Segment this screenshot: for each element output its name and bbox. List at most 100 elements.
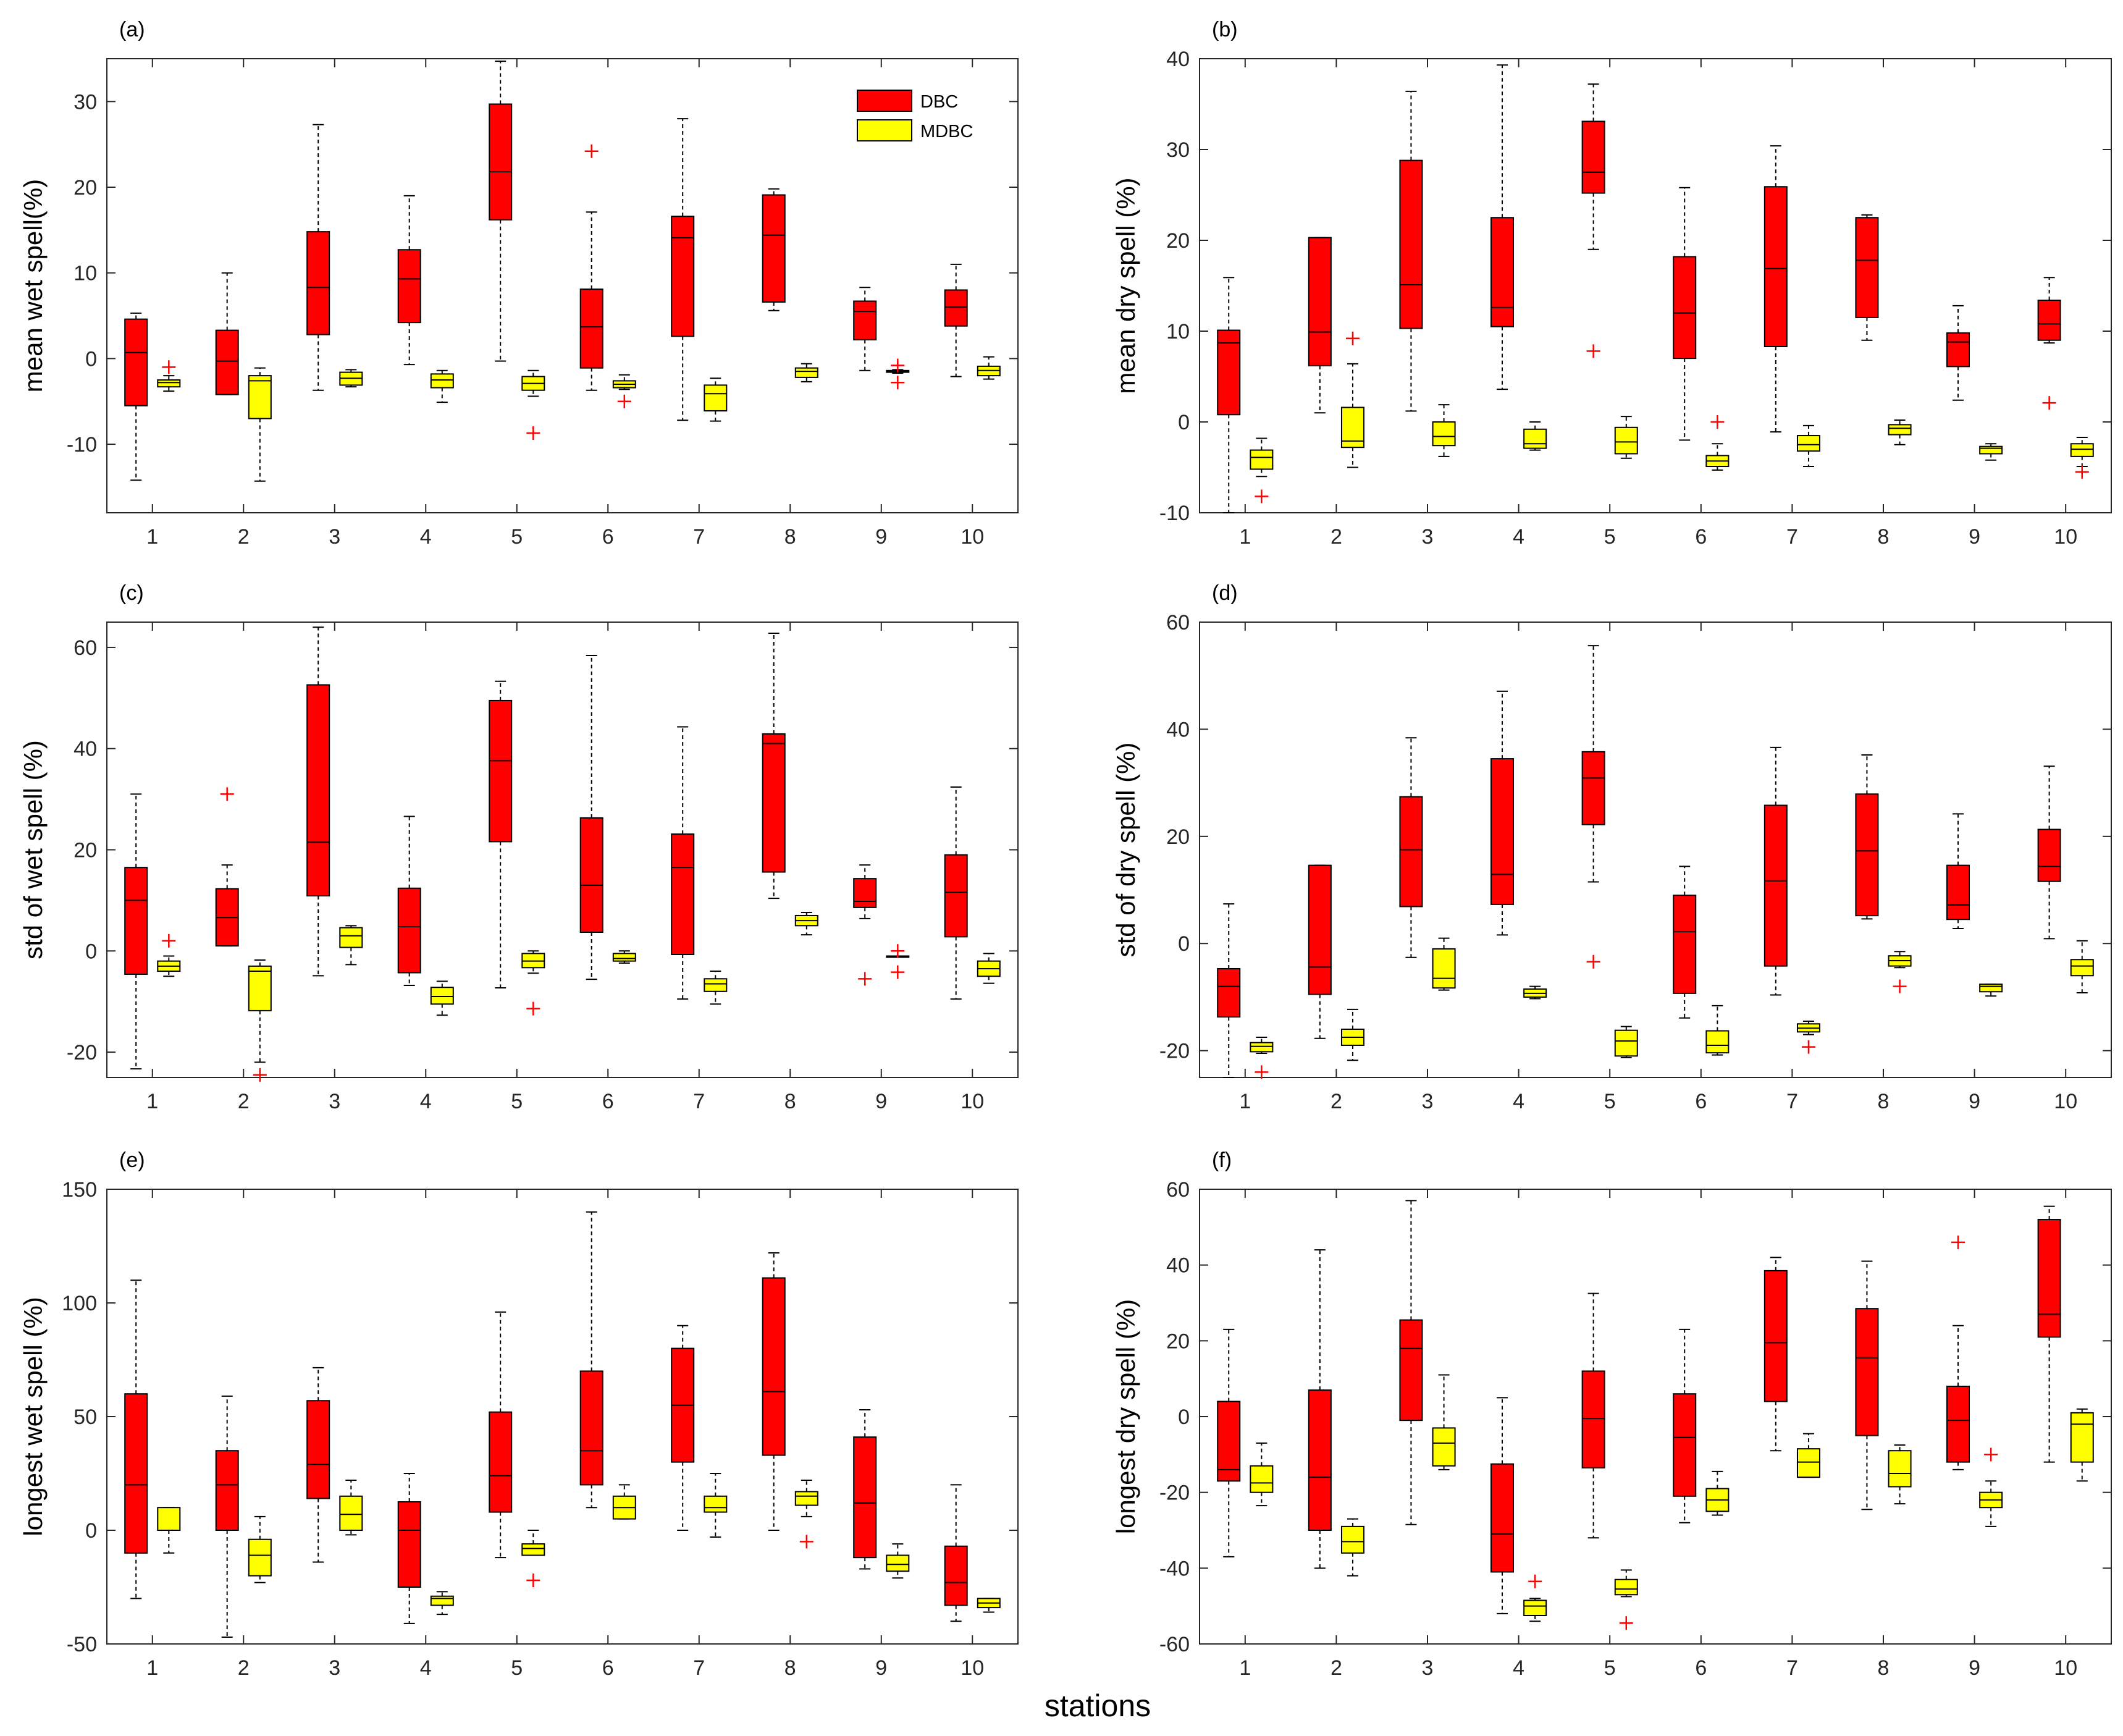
x-tick-label: 7 xyxy=(693,1090,705,1113)
iqr-box xyxy=(944,1545,968,1606)
box-mdbc-station-4 xyxy=(430,369,454,403)
x-tick-label: 8 xyxy=(1878,1090,1890,1113)
box-dbc-station-8 xyxy=(1855,214,1879,341)
box-mdbc-station-8 xyxy=(1888,419,1912,445)
y-tick-label: 100 xyxy=(62,1292,97,1315)
y-axis-label: std of wet spell (%) xyxy=(19,740,48,959)
outlier-marker xyxy=(1984,1447,1998,1462)
y-axis-label: std of dry spell (%) xyxy=(1111,743,1140,958)
x-tick-label: 4 xyxy=(420,525,432,549)
iqr-box xyxy=(762,1277,786,1456)
x-tick-label: 2 xyxy=(1331,1090,1342,1113)
outlier-marker xyxy=(526,426,540,440)
iqr-box xyxy=(2037,1219,2061,1338)
iqr-box xyxy=(853,878,877,908)
iqr-box xyxy=(1250,1042,1274,1053)
iqr-box xyxy=(124,318,148,407)
y-tick-label: 50 xyxy=(74,1405,97,1429)
box-dbc-station-3 xyxy=(1399,90,1423,412)
box-mdbc-station-5 xyxy=(521,369,545,440)
iqr-box xyxy=(489,699,513,843)
iqr-box xyxy=(886,1554,910,1572)
plot-frame xyxy=(1199,622,2112,1078)
iqr-box xyxy=(1523,1599,1547,1616)
box-mdbc-station-5 xyxy=(521,1530,545,1587)
box-dbc-station-1 xyxy=(124,312,148,481)
outlier-marker xyxy=(584,144,599,158)
x-tick-label: 7 xyxy=(1786,525,1798,549)
box-mdbc-station-10 xyxy=(977,1598,1001,1613)
box-dbc-station-2 xyxy=(215,272,239,395)
plot-frame xyxy=(106,1189,1019,1645)
box-mdbc-station-6 xyxy=(612,374,636,408)
box-dbc-station-3 xyxy=(1399,1200,1423,1525)
panel-label: (a) xyxy=(119,18,145,41)
x-tick-label: 10 xyxy=(961,525,984,549)
outlier-marker xyxy=(2075,465,2089,479)
box-dbc-station-10 xyxy=(2037,1205,2061,1463)
x-tick-label: 3 xyxy=(1422,525,1434,549)
box-dbc-station-4 xyxy=(397,815,421,986)
iqr-box xyxy=(1796,1448,1820,1478)
iqr-box xyxy=(1432,421,1456,447)
outlier-marker xyxy=(891,358,905,373)
iqr-box xyxy=(489,1411,513,1513)
y-tick-label: 30 xyxy=(74,90,97,114)
box-dbc-station-10 xyxy=(944,786,968,1000)
iqr-box xyxy=(671,216,695,337)
box-mdbc-station-5 xyxy=(1614,1026,1638,1058)
x-tick-label: 7 xyxy=(1786,1656,1798,1680)
outlier-marker xyxy=(1710,415,1725,429)
iqr-box xyxy=(1432,1427,1456,1467)
box-dbc-station-7 xyxy=(1764,145,1788,433)
box-dbc-station-5 xyxy=(489,680,513,989)
y-tick-label: 60 xyxy=(74,636,97,660)
box-dbc-station-6 xyxy=(579,144,603,391)
x-tick-label: 6 xyxy=(602,525,614,549)
y-tick-label: 40 xyxy=(74,738,97,761)
y-tick-label: -10 xyxy=(67,433,97,457)
box-mdbc-station-9 xyxy=(886,358,910,390)
x-tick-label: 1 xyxy=(146,1090,158,1113)
iqr-box xyxy=(397,249,421,324)
iqr-box xyxy=(1523,428,1547,449)
iqr-box xyxy=(1946,1385,1970,1463)
y-tick-label: 30 xyxy=(1166,138,1190,162)
box-mdbc-station-3 xyxy=(1432,404,1456,457)
y-tick-label: 0 xyxy=(1178,932,1190,956)
iqr-box xyxy=(1614,1029,1638,1057)
panel-label: (d) xyxy=(1212,581,1238,605)
box-mdbc-station-8 xyxy=(794,363,818,382)
y-axis-label: mean dry spell (%) xyxy=(1111,177,1140,394)
panel-label: (c) xyxy=(119,581,144,605)
box-dbc-station-4 xyxy=(397,195,421,366)
iqr-box xyxy=(579,289,603,369)
x-tick-label: 7 xyxy=(693,1656,705,1680)
x-tick-label: 4 xyxy=(1513,525,1524,549)
box-dbc-station-1 xyxy=(1217,903,1241,1078)
iqr-box xyxy=(944,289,968,327)
box-dbc-station-9 xyxy=(853,864,877,986)
outlier-marker xyxy=(1528,1574,1542,1588)
box-dbc-station-7 xyxy=(1764,1257,1788,1452)
y-tick-label: -50 xyxy=(67,1633,97,1656)
box-mdbc-station-7 xyxy=(1796,1433,1820,1478)
iqr-box xyxy=(1308,864,1332,995)
box-mdbc-station-7 xyxy=(704,971,728,1005)
box-dbc-station-7 xyxy=(671,726,695,1000)
outlier-marker xyxy=(1893,979,1907,993)
box-dbc-station-7 xyxy=(671,1325,695,1531)
iqr-box xyxy=(339,1495,363,1532)
outlier-marker xyxy=(526,1573,540,1587)
outlier-marker xyxy=(162,933,176,948)
y-tick-label: 0 xyxy=(85,1519,97,1543)
box-mdbc-station-10 xyxy=(2070,436,2094,479)
box-mdbc-station-2 xyxy=(1340,331,1364,468)
box-dbc-station-8 xyxy=(762,633,786,900)
box-dbc-station-2 xyxy=(1308,237,1332,414)
panel-6: -60 -40 -20 0 20 40 60 1 2 3 4 5 6 7 8 9 10 longest dry s… xyxy=(1111,1148,2112,1680)
iqr-box xyxy=(1217,329,1241,416)
panel-1: -10 0 10 20 30 1 2 3 4 5 6 7 8 9 10 mean wet spell(%) (a… xyxy=(19,18,1019,549)
x-tick-label: 1 xyxy=(1239,1090,1251,1113)
